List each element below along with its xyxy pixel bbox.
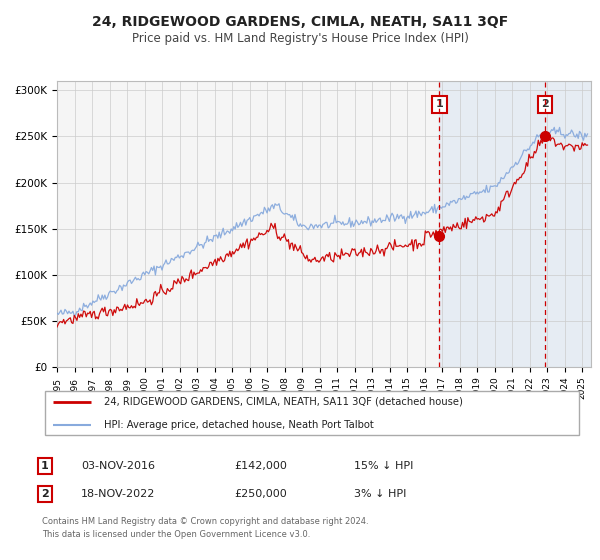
Text: Price paid vs. HM Land Registry's House Price Index (HPI): Price paid vs. HM Land Registry's House … — [131, 31, 469, 45]
Text: 18-NOV-2022: 18-NOV-2022 — [81, 489, 155, 499]
Text: 03-NOV-2016: 03-NOV-2016 — [81, 461, 155, 471]
Text: £250,000: £250,000 — [234, 489, 287, 499]
Text: 2: 2 — [41, 489, 49, 499]
FancyBboxPatch shape — [45, 391, 580, 436]
Text: 1: 1 — [41, 461, 49, 471]
Text: This data is licensed under the Open Government Licence v3.0.: This data is licensed under the Open Gov… — [42, 530, 310, 539]
Text: £142,000: £142,000 — [234, 461, 287, 471]
Text: HPI: Average price, detached house, Neath Port Talbot: HPI: Average price, detached house, Neat… — [104, 419, 374, 430]
Text: 15% ↓ HPI: 15% ↓ HPI — [354, 461, 413, 471]
Text: 24, RIDGEWOOD GARDENS, CIMLA, NEATH, SA11 3QF: 24, RIDGEWOOD GARDENS, CIMLA, NEATH, SA1… — [92, 15, 508, 29]
Bar — [439, 81, 600, 367]
Text: Contains HM Land Registry data © Crown copyright and database right 2024.: Contains HM Land Registry data © Crown c… — [42, 517, 368, 526]
Text: 2: 2 — [541, 99, 549, 109]
Text: 3% ↓ HPI: 3% ↓ HPI — [354, 489, 406, 499]
Text: 24, RIDGEWOOD GARDENS, CIMLA, NEATH, SA11 3QF (detached house): 24, RIDGEWOOD GARDENS, CIMLA, NEATH, SA1… — [104, 397, 463, 407]
Text: 1: 1 — [436, 99, 443, 109]
